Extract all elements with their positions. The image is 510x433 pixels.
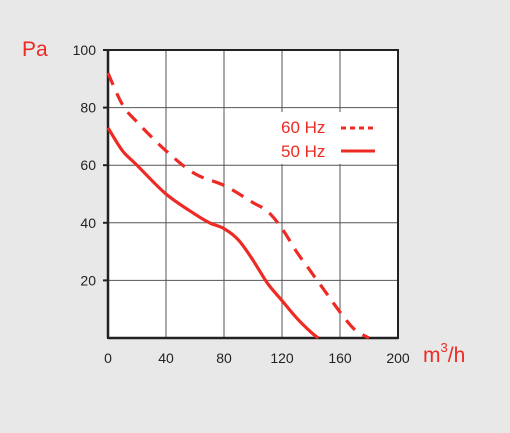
x-tick-label-120: 120: [270, 350, 294, 366]
x-axis-label-base: m: [423, 344, 441, 367]
y-tick-label-60: 60: [80, 157, 96, 173]
x-tick-label-160: 160: [328, 350, 352, 366]
y-tick-label-40: 40: [80, 215, 96, 231]
y-tick-label-20: 20: [80, 272, 96, 288]
x-tick-label-0: 0: [104, 350, 112, 366]
legend-label-50hz: 50 Hz: [281, 142, 325, 161]
legend: 60 Hz 50 Hz: [270, 112, 388, 164]
plot-area: [108, 50, 398, 338]
y-tick-label-100: 100: [73, 42, 97, 58]
series-line-60hz: [106, 72, 370, 340]
data-series: [106, 72, 370, 340]
grid-lines: [108, 50, 398, 338]
tick-labels: 0 40 80 120 160 200 20 40 60 80 100: [73, 42, 410, 366]
y-axis-label: Pa: [22, 38, 48, 61]
y-tick-label-80: 80: [80, 100, 96, 116]
axes: [103, 49, 399, 340]
x-axis-label-superscript: 3: [441, 340, 448, 355]
legend-label-60hz: 60 Hz: [281, 118, 325, 137]
x-tick-label-80: 80: [216, 350, 232, 366]
x-tick-label-40: 40: [158, 350, 174, 366]
series-line-50hz: [106, 126, 320, 340]
x-axis-label-tail: /h: [448, 344, 466, 367]
x-axis-label: m3/h: [423, 340, 465, 367]
x-tick-label-200: 200: [386, 350, 410, 366]
